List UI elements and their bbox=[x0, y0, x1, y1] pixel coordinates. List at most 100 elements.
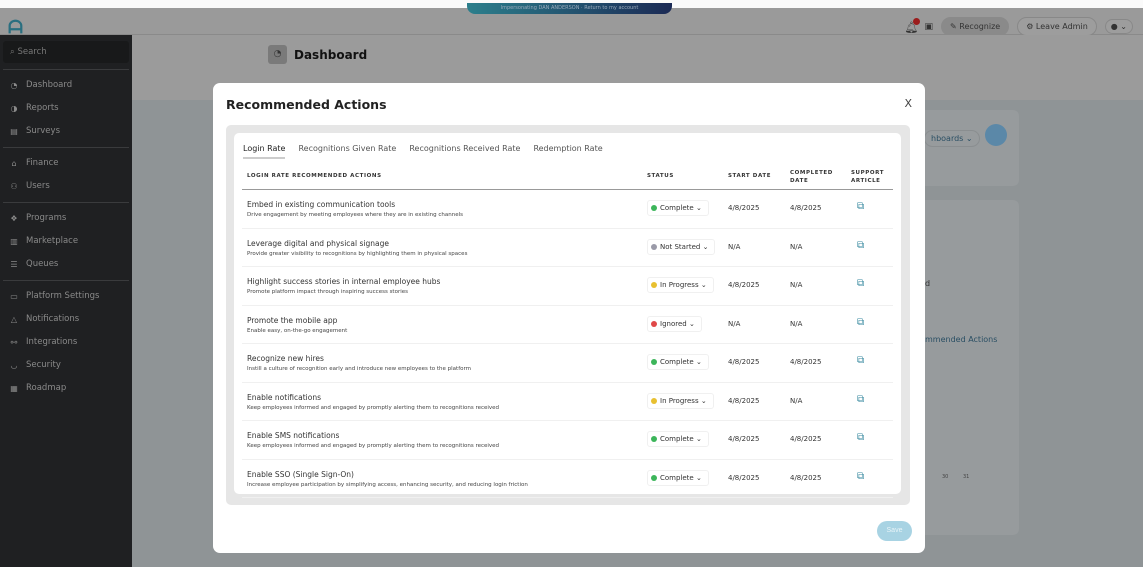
external-link-icon[interactable]: ⧉ bbox=[857, 470, 865, 482]
save-button[interactable]: Save bbox=[877, 521, 912, 541]
col-support-article: SUPPORT ARTICLE bbox=[851, 169, 884, 185]
status-dropdown[interactable]: Complete ⌄ bbox=[647, 469, 709, 486]
status-dot bbox=[651, 397, 657, 404]
sidebar-item-security[interactable]: ◡ Security bbox=[0, 354, 132, 377]
start-date: N/A bbox=[728, 242, 741, 251]
table-row: Leverage digital and physical signage Pr… bbox=[242, 229, 893, 267]
sidebar-item-marketplace[interactable]: ▥ Marketplace bbox=[0, 230, 132, 253]
action-description: Provide greater visibility to recognitio… bbox=[247, 250, 468, 257]
status-dot bbox=[651, 359, 657, 365]
pie-chart-icon: ◑ bbox=[10, 104, 18, 113]
bg-tick: 30 bbox=[942, 474, 949, 480]
close-icon[interactable]: X bbox=[904, 97, 912, 110]
bg-text: d bbox=[925, 279, 931, 288]
chevron-down-icon: ⌄ bbox=[700, 281, 707, 289]
table-row: Highlight success stories in internal em… bbox=[242, 267, 893, 306]
status-dropdown[interactable]: Complete ⌄ bbox=[647, 431, 709, 447]
chevron-down-icon: ⌄ bbox=[695, 473, 702, 482]
sidebar-item-surveys[interactable]: ▤ Surveys bbox=[0, 120, 132, 143]
external-link-icon[interactable]: ⧉ bbox=[857, 239, 865, 251]
modal-panel: Login Rate Recognitions Given Rate Recogni… bbox=[226, 125, 910, 505]
sidebar-item-finance[interactable]: ⌂ Finance bbox=[0, 152, 132, 175]
gauge-icon: ◔ bbox=[10, 81, 18, 90]
sidebar-item-label: Surveys bbox=[26, 126, 60, 136]
status-label: Complete bbox=[660, 204, 694, 212]
store-icon: ▥ bbox=[10, 237, 18, 246]
sidebar-item-programs[interactable]: ❖ Programs bbox=[0, 207, 132, 230]
header-divider bbox=[242, 189, 893, 190]
wallet-icon[interactable]: ▣ bbox=[924, 21, 934, 32]
external-link-icon[interactable]: ⧉ bbox=[857, 316, 865, 328]
action-title: Promote the mobile app bbox=[247, 315, 338, 325]
sidebar-item-label: Queues bbox=[26, 259, 59, 269]
status-dropdown[interactable]: Complete ⌄ bbox=[647, 354, 709, 370]
col-completed-line2: DATE bbox=[790, 178, 809, 184]
status-dot bbox=[651, 436, 657, 442]
queue-icon: ☰ bbox=[10, 260, 18, 269]
completed-date: N/A bbox=[790, 319, 803, 328]
sidebar-item-platform-settings[interactable]: ▭ Platform Settings bbox=[0, 285, 132, 308]
sidebar-item-integrations[interactable]: ⚯ Integrations bbox=[0, 331, 132, 354]
impersonation-banner[interactable]: Impersonating DAN ANDERSON · Return to m… bbox=[467, 3, 672, 14]
tab-recognitions-received-rate[interactable]: Recognitions Received Rate bbox=[409, 144, 521, 153]
sidebar-item-label: Notifications bbox=[26, 314, 80, 324]
action-title: Embed in existing communication tools bbox=[247, 200, 396, 209]
action-title: Leverage digital and physical signage bbox=[247, 238, 389, 248]
action-title: Enable SSO (Single Sign-On) bbox=[247, 469, 354, 479]
tab-recognitions-given-rate[interactable]: Recognitions Given Rate bbox=[298, 144, 397, 153]
clipboard-icon: ▤ bbox=[10, 127, 18, 136]
recognize-button[interactable]: ✎ Recognize bbox=[941, 17, 1010, 36]
action-description: Keep employees informed and engaged by p… bbox=[247, 404, 500, 411]
action-description: Enable easy, on-the-go engagement bbox=[247, 327, 348, 334]
tab-login-rate[interactable]: Login Rate bbox=[243, 144, 286, 159]
start-date: N/A bbox=[728, 319, 741, 328]
external-link-icon[interactable]: ⧉ bbox=[857, 201, 865, 212]
start-date: 4/8/2025 bbox=[728, 281, 760, 289]
table-row: Enable SSO (Single Sign-On) Increase emp… bbox=[242, 460, 893, 498]
status-dropdown[interactable]: In Progress ⌄ bbox=[647, 392, 714, 409]
sidebar-item-label: Finance bbox=[26, 158, 59, 168]
status-dot bbox=[651, 282, 657, 288]
external-link-icon[interactable]: ⧉ bbox=[857, 355, 865, 366]
completed-date: 4/8/2025 bbox=[790, 435, 822, 443]
chevron-down-icon: ⌄ bbox=[688, 319, 695, 328]
page-title: ◔ Dashboard bbox=[268, 45, 367, 64]
sidebar-item-dashboard[interactable]: ◔ Dashboard bbox=[0, 74, 132, 97]
external-link-icon[interactable]: ⧉ bbox=[857, 278, 865, 289]
sidebar-item-roadmap[interactable]: ▦ Roadmap bbox=[0, 377, 132, 400]
external-link-icon[interactable]: ⧉ bbox=[857, 432, 865, 443]
notifications-bell-icon[interactable]: 🔔︎ bbox=[905, 17, 920, 34]
start-date: 4/8/2025 bbox=[728, 435, 760, 443]
status-dot bbox=[651, 474, 657, 481]
sidebar-item-reports[interactable]: ◑ Reports bbox=[0, 97, 132, 120]
leave-admin-label: Leave Admin bbox=[1035, 22, 1088, 31]
shield-icon: ◡ bbox=[10, 361, 18, 370]
action-title: Enable SMS notifications bbox=[247, 431, 340, 440]
status-dropdown[interactable]: Ignored ⌄ bbox=[647, 315, 702, 332]
sidebar-item-users[interactable]: ⚇ Users bbox=[0, 175, 132, 198]
page-title-text: Dashboard bbox=[294, 47, 368, 62]
action-title: Enable notifications bbox=[247, 392, 322, 402]
sidebar-item-queues[interactable]: ☰ Queues bbox=[0, 253, 132, 276]
sidebar-item-label: Integrations bbox=[26, 337, 78, 347]
sidebar-item-label: Marketplace bbox=[26, 236, 79, 246]
leave-admin-button[interactable]: ⚙ Leave Admin bbox=[1017, 17, 1097, 36]
sidebar-item-label: Roadmap bbox=[26, 383, 67, 393]
status-dropdown[interactable]: In Progress ⌄ bbox=[647, 277, 714, 293]
avatar-menu[interactable]: ● ⌄ bbox=[1104, 19, 1133, 34]
action-description: Promote platform impact through inspirin… bbox=[247, 289, 408, 295]
sidebar-search[interactable]: ⌕ Search bbox=[3, 41, 129, 63]
tab-redemption-rate[interactable]: Redemption Rate bbox=[533, 144, 603, 153]
logo[interactable]: ᗩ bbox=[8, 17, 23, 38]
sidebar-item-notifications[interactable]: △ Notifications bbox=[0, 308, 132, 331]
external-link-icon[interactable]: ⧉ bbox=[857, 393, 865, 405]
status-dropdown[interactable]: Not Started ⌄ bbox=[647, 238, 716, 255]
actions-card: Login Rate Recognitions Given Rate Recogni… bbox=[234, 133, 901, 498]
completed-date: N/A bbox=[790, 242, 803, 251]
status-label: Complete bbox=[660, 473, 694, 482]
action-description: Drive engagement by meeting employees wh… bbox=[247, 212, 463, 218]
sidebar-divider bbox=[3, 202, 129, 203]
status-label: Ignored bbox=[660, 319, 687, 328]
sidebar-item-label: Security bbox=[26, 360, 61, 370]
status-dropdown[interactable]: Complete ⌄ bbox=[647, 200, 709, 216]
